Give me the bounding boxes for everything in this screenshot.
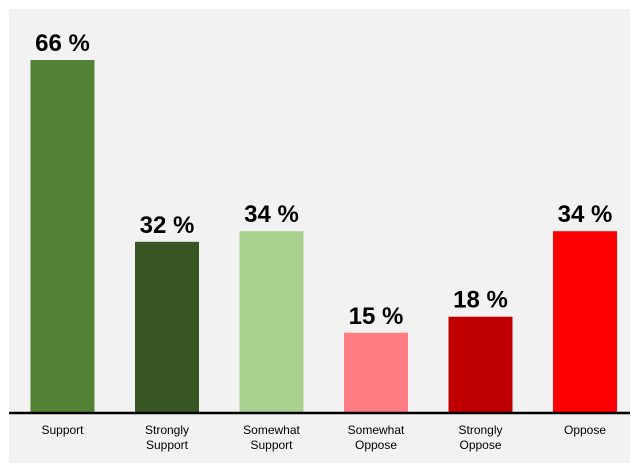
bar-2 (239, 231, 304, 413)
value-label-0: 66 % (35, 30, 90, 57)
value-label-1: 32 % (140, 212, 195, 239)
bar-5 (553, 231, 617, 413)
category-label-line: Somewhat (348, 423, 405, 437)
category-label-line: Support (146, 438, 189, 452)
category-label-line: Oppose (459, 438, 501, 452)
category-label-line: Support (250, 438, 293, 452)
category-label-line: Strongly (458, 423, 502, 437)
category-label-3: Somewhat Oppose (348, 423, 405, 452)
bars-group (30, 60, 617, 413)
value-label-4: 18 % (453, 287, 508, 314)
category-label-line: Oppose (355, 438, 397, 452)
value-label-3: 15 % (349, 303, 404, 330)
bar-1 (135, 241, 199, 413)
category-label-line: Oppose (564, 423, 606, 437)
value-labels-group: 66 % 32 % 34 % 15 % 18 % 34 % (35, 30, 612, 330)
category-label-line: Support (41, 423, 84, 437)
category-label-line: Strongly (145, 423, 189, 437)
category-label-5: Oppose (564, 423, 606, 437)
category-label-0: Support (41, 423, 84, 437)
category-label-4: Strongly Oppose (458, 423, 502, 452)
bar-0 (30, 60, 95, 413)
plot-background (9, 9, 630, 463)
category-label-1: Strongly Support (145, 423, 189, 452)
category-label-2: Somewhat Support (243, 423, 300, 452)
value-label-5: 34 % (558, 201, 613, 228)
category-label-line: Somewhat (243, 423, 300, 437)
value-label-2: 34 % (244, 201, 299, 228)
bar-4 (448, 316, 513, 413)
bar-3 (344, 332, 408, 413)
